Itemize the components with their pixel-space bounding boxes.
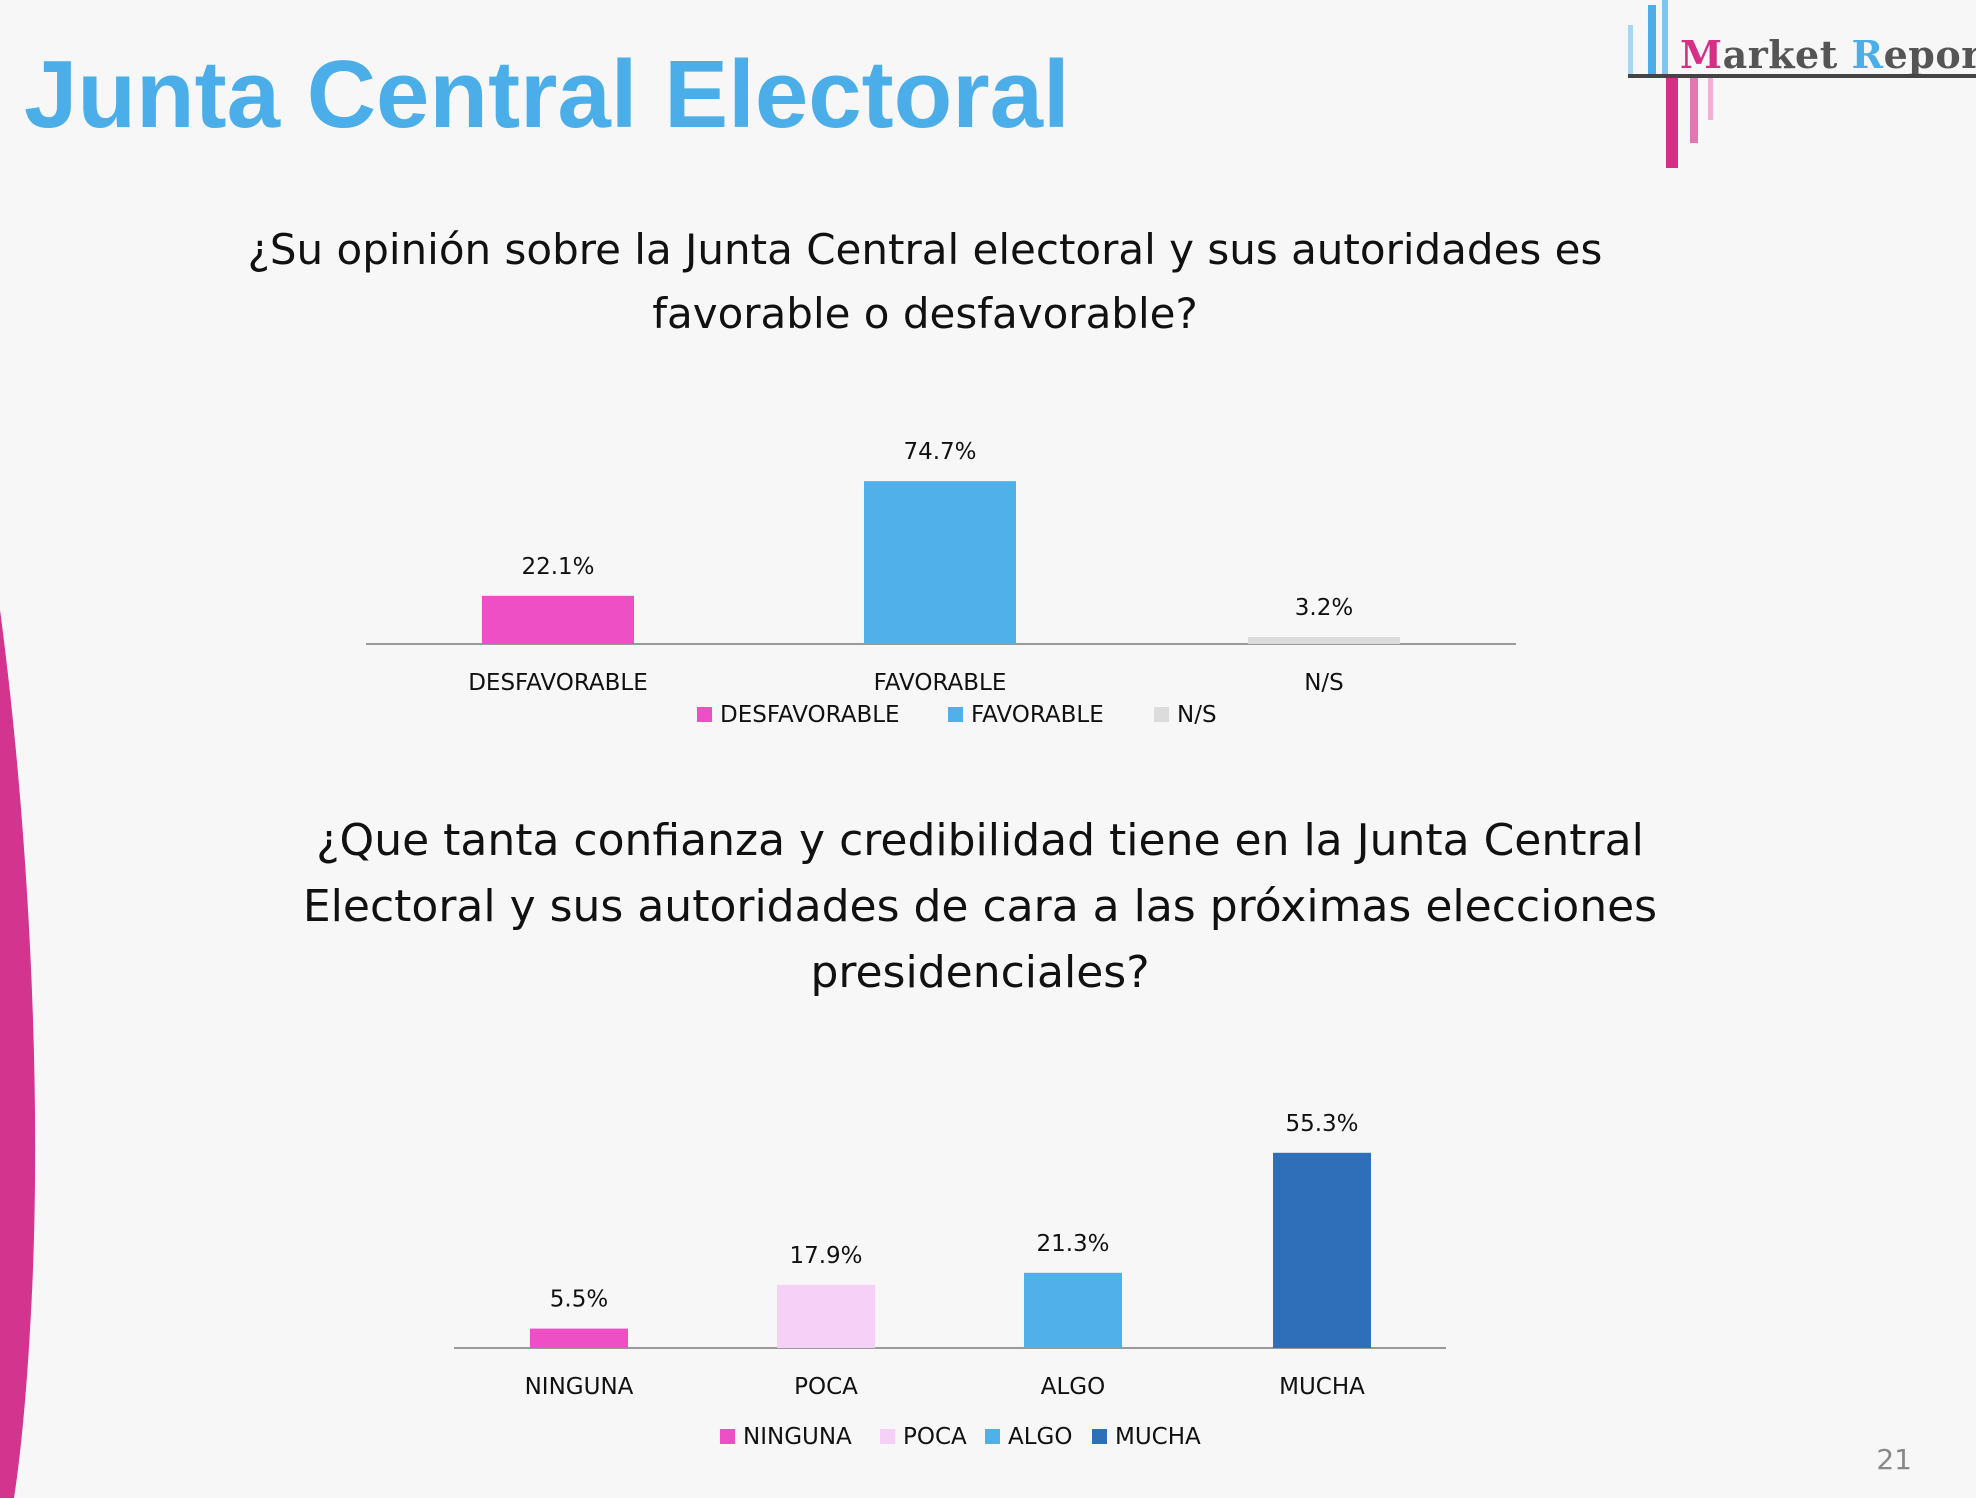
page-number: 21	[1876, 1443, 1912, 1476]
legend-swatch-favorable	[948, 707, 963, 722]
question-1-title: ¿Su opinión sobre la Junta Central elect…	[247, 225, 1603, 338]
tick-label-mucha: MUCHA	[1279, 1374, 1365, 1400]
legend-label-mucha: MUCHA	[1115, 1424, 1201, 1450]
legend-label-desfavorable: DESFAVORABLE	[720, 702, 900, 728]
data-label-mucha: 55.3%	[1285, 1111, 1358, 1137]
logo-wordmark: Market Report	[1680, 32, 1976, 77]
question-2-title: ¿Que tanta confianza y credibilidad tien…	[302, 815, 1658, 998]
data-label-ninguna: 5.5%	[550, 1287, 608, 1313]
logo-underline	[1628, 74, 1976, 78]
legend-label-favorable: FAVORABLE	[971, 702, 1104, 728]
legend-swatch-poca	[880, 1429, 895, 1444]
bar-mucha	[1273, 1152, 1371, 1348]
tick-label-favorable: FAVORABLE	[874, 670, 1007, 696]
data-label-n-s: 3.2%	[1295, 595, 1353, 621]
tick-label-desfavorable: DESFAVORABLE	[468, 670, 648, 696]
tick-label-ninguna: NINGUNA	[525, 1374, 634, 1400]
bar-algo	[1024, 1272, 1122, 1348]
market-report-logo	[1628, 0, 1713, 168]
legend-label-ninguna: NINGUNA	[743, 1424, 852, 1450]
bar-ninguna	[530, 1328, 628, 1348]
legend-swatch-desfavorable	[697, 707, 712, 722]
data-label-favorable: 74.7%	[903, 439, 976, 465]
data-label-poca: 17.9%	[789, 1243, 862, 1269]
data-label-desfavorable: 22.1%	[521, 554, 594, 580]
page-title: Junta Central Electoral	[24, 41, 1070, 148]
tick-label-poca: POCA	[794, 1374, 858, 1400]
data-label-algo: 21.3%	[1036, 1231, 1109, 1257]
bar-poca	[777, 1284, 875, 1348]
legend-swatch-ninguna	[720, 1429, 735, 1444]
tick-label-algo: ALGO	[1041, 1374, 1105, 1400]
bar-desfavorable	[482, 595, 634, 644]
legend-swatch-algo	[985, 1429, 1000, 1444]
legend-swatch-mucha	[1092, 1429, 1107, 1444]
decorative-left-curve	[0, 610, 36, 1498]
legend-label-poca: POCA	[903, 1424, 967, 1450]
legend-swatch-n-s	[1154, 707, 1169, 722]
bar-favorable	[864, 481, 1016, 644]
tick-label-n-s: N/S	[1304, 670, 1344, 696]
legend-label-n-s: N/S	[1177, 702, 1217, 728]
bar-n-s	[1248, 637, 1400, 644]
legend-label-algo: ALGO	[1008, 1424, 1072, 1450]
